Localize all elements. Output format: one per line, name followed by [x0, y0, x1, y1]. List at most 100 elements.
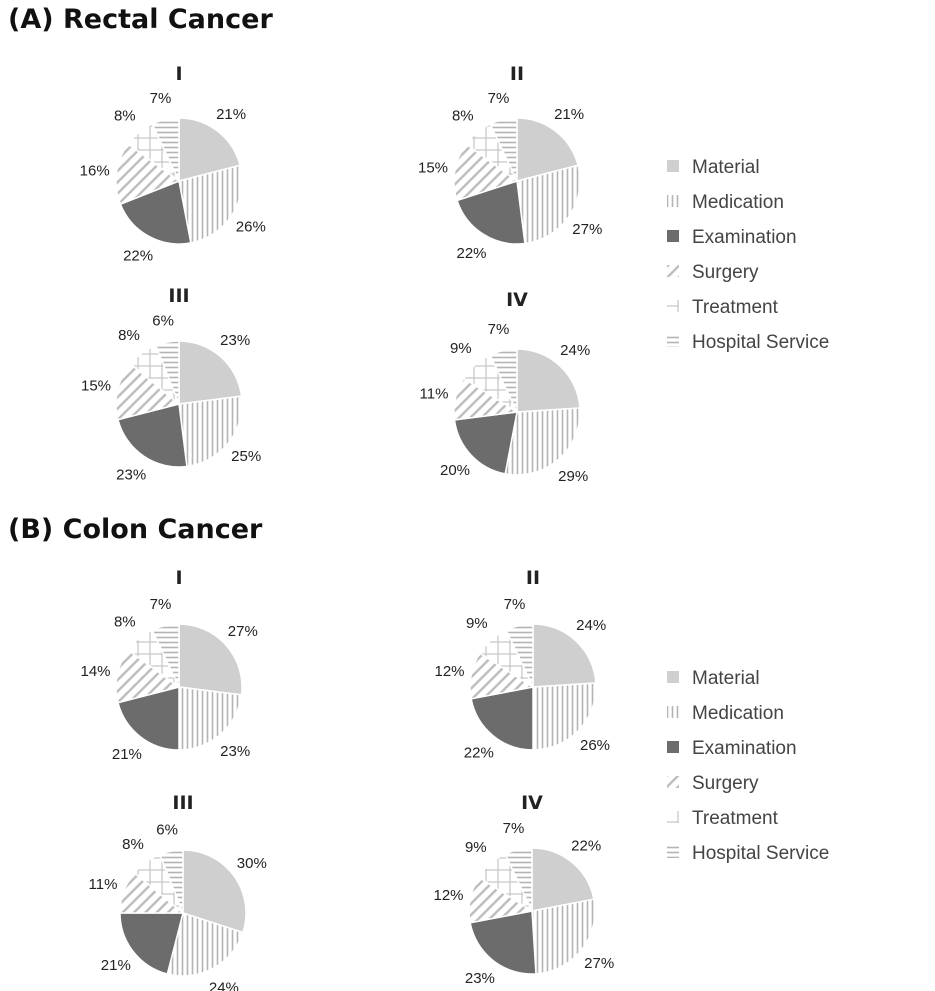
- slice-medication: [516, 164, 581, 245]
- data-label-medication: 25%: [231, 448, 261, 465]
- slice-material: [516, 348, 581, 413]
- slice-hospital-service: [489, 117, 518, 182]
- data-label-surgery: 12%: [434, 663, 464, 680]
- data-label-medication: 24%: [209, 980, 239, 991]
- pie--a-rectal-cancer-stage-i: I 21% 26% 22% 16% 8% 7%: [80, 63, 266, 265]
- data-label-treatment: 9%: [450, 340, 472, 357]
- data-label-hospital-service: 6%: [152, 313, 174, 330]
- slice-examination: [117, 686, 180, 751]
- legend-swatch-hospital-service: [667, 846, 679, 858]
- slice-medication: [166, 912, 244, 977]
- data-label-examination: 22%: [464, 745, 494, 762]
- legend--a-rectal-cancer: Material Medication Examination Surgery Trea…: [667, 157, 829, 353]
- pie-title: IV: [506, 289, 528, 311]
- legend-swatch-examination: [667, 230, 679, 242]
- slice-hospital-service: [154, 340, 180, 405]
- data-label-material: 21%: [554, 106, 584, 123]
- legend-label-treatment: Treatment: [692, 297, 779, 318]
- slice-hospital-service: [158, 849, 184, 914]
- slice-material: [178, 623, 243, 696]
- data-label-examination: 23%: [116, 466, 146, 483]
- legend-label-surgery: Surgery: [692, 773, 759, 794]
- slice-material: [516, 117, 579, 182]
- slice-examination: [470, 686, 534, 751]
- legend-label-surgery: Surgery: [692, 262, 759, 283]
- data-label-surgery: 14%: [80, 663, 110, 680]
- pie-title: III: [172, 792, 193, 814]
- legend-label-material: Material: [692, 668, 760, 689]
- pie--a-rectal-cancer-stage-iv: IV 24% 29% 20% 11% 9% 7%: [420, 289, 591, 485]
- slice-examination: [469, 910, 537, 975]
- slice-medication: [178, 395, 243, 468]
- slice-hospital-service: [504, 847, 533, 912]
- data-label-hospital-service: 6%: [156, 822, 178, 839]
- slice-medication: [531, 898, 596, 975]
- data-label-material: 23%: [220, 332, 250, 349]
- data-label-medication: 27%: [572, 221, 602, 238]
- slice-material: [531, 847, 595, 912]
- data-label-material: 21%: [216, 106, 246, 123]
- legend-swatch-examination: [667, 741, 679, 753]
- slice-surgery: [453, 142, 519, 202]
- legend--b-colon-cancer: Material Medication Examination Surgery Trea…: [667, 668, 829, 864]
- pie-title: II: [526, 567, 540, 589]
- data-label-examination: 22%: [456, 245, 486, 262]
- slice-medication: [178, 686, 243, 751]
- legend-label-examination: Examination: [692, 227, 797, 248]
- slice-examination: [453, 411, 518, 475]
- slice-material: [182, 849, 247, 934]
- slice-surgery: [115, 142, 181, 206]
- pie--a-rectal-cancer-stage-iii: III 23% 25% 23% 15% 8% 6%: [81, 285, 261, 483]
- slice-examination: [456, 180, 526, 245]
- data-label-hospital-service: 7%: [150, 90, 172, 107]
- slice-hospital-service: [151, 117, 180, 182]
- legend-swatch-treatment: [667, 300, 679, 312]
- slice-material: [532, 623, 597, 688]
- data-label-material: 30%: [237, 855, 267, 872]
- pie--b-colon-cancer-stage-iv: IV 22% 27% 23% 12% 9% 7%: [433, 792, 614, 987]
- data-label-examination: 21%: [101, 957, 131, 974]
- slice-medication: [532, 682, 597, 751]
- pie-title: II: [510, 63, 524, 85]
- data-label-medication: 23%: [220, 743, 250, 760]
- data-label-treatment: 9%: [466, 615, 488, 632]
- data-label-medication: 26%: [580, 737, 610, 754]
- legend-swatch-surgery: [667, 265, 679, 277]
- data-label-material: 24%: [560, 342, 590, 359]
- legend-swatch-medication: [667, 195, 679, 207]
- pie-title: I: [175, 567, 182, 589]
- data-label-treatment: 8%: [452, 108, 474, 125]
- data-label-surgery: 11%: [420, 386, 449, 403]
- data-label-examination: 23%: [465, 970, 495, 987]
- pie-title: IV: [521, 792, 543, 814]
- data-label-medication: 26%: [236, 219, 266, 236]
- slice-medication: [178, 164, 243, 244]
- data-label-surgery: 16%: [80, 162, 110, 179]
- data-label-examination: 22%: [123, 248, 153, 265]
- legend-label-treatment: Treatment: [692, 808, 779, 829]
- slice-surgery: [115, 362, 181, 421]
- data-label-material: 27%: [228, 623, 258, 640]
- data-label-hospital-service: 7%: [503, 820, 525, 837]
- data-label-treatment: 9%: [465, 839, 487, 856]
- data-label-hospital-service: 7%: [504, 596, 526, 613]
- pie-title: I: [175, 63, 182, 85]
- data-label-surgery: 12%: [433, 887, 463, 904]
- legend-swatch-medication: [667, 706, 679, 718]
- panel-b-title: (B) Colon Cancer: [8, 514, 263, 545]
- legend-label-examination: Examination: [692, 738, 797, 759]
- legend-swatch-surgery: [667, 776, 679, 788]
- data-label-surgery: 15%: [81, 378, 111, 395]
- slice-hospital-service: [489, 348, 518, 413]
- pie-title: III: [168, 285, 189, 307]
- slice-hospital-service: [151, 623, 180, 688]
- slice-material: [178, 117, 241, 182]
- slice-examination: [117, 403, 188, 468]
- legend-label-hospital-service: Hospital Service: [692, 332, 829, 353]
- legend-label-hospital-service: Hospital Service: [692, 843, 829, 864]
- data-label-hospital-service: 7%: [488, 321, 510, 338]
- data-label-surgery: 11%: [89, 876, 118, 893]
- data-label-medication: 27%: [584, 955, 614, 972]
- data-label-material: 24%: [576, 617, 606, 634]
